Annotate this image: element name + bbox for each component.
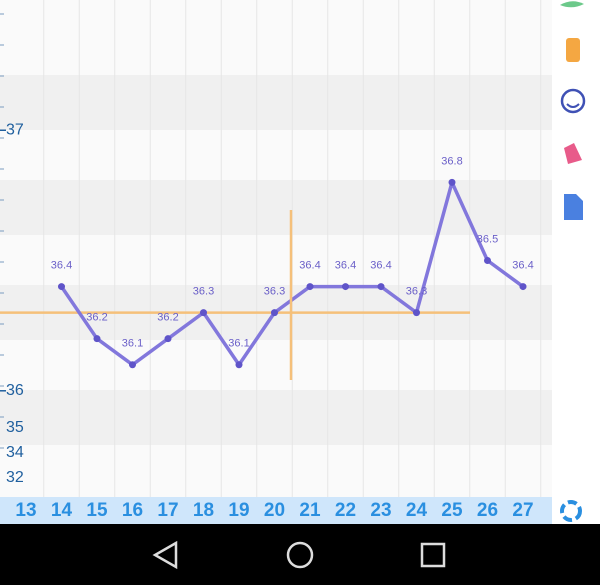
vertical-grid <box>43 0 542 497</box>
data-label: 36.3 <box>193 286 214 298</box>
x-tick-label: 13 <box>15 500 36 521</box>
x-tick-label: 16 <box>122 500 143 521</box>
data-point <box>413 309 420 317</box>
x-tick-label: 23 <box>370 500 391 521</box>
data-label: 36.5 <box>477 233 498 245</box>
data-label: 36.4 <box>512 259 533 271</box>
x-tick-label: 14 <box>51 500 73 521</box>
data-label: 36.8 <box>441 155 462 167</box>
band <box>0 390 552 445</box>
data-label: 36.2 <box>86 312 107 324</box>
bottle-icon <box>566 38 580 62</box>
x-tick-label: 24 <box>406 500 428 521</box>
data-point <box>484 257 491 265</box>
x-tick-label: 17 <box>157 500 178 521</box>
side-icons <box>560 1 586 522</box>
data-label: 36.1 <box>122 338 143 350</box>
bell-icon <box>564 143 582 164</box>
data-point <box>164 335 172 343</box>
x-tick-label: 18 <box>193 500 214 521</box>
x-tick-label: 25 <box>441 500 463 521</box>
home-button[interactable] <box>286 541 314 569</box>
data-point <box>306 283 314 291</box>
x-axis-strip <box>0 497 552 524</box>
data-point <box>58 283 65 291</box>
y-tick-label: 37 <box>6 121 24 138</box>
data-point <box>448 178 456 186</box>
y-tick-label: 35 <box>6 419 24 436</box>
x-tick-label: 27 <box>512 500 533 521</box>
data-label: 36.4 <box>51 259 72 271</box>
data-point <box>200 309 207 317</box>
data-point <box>377 283 385 291</box>
data-point <box>271 309 278 317</box>
sync-icon[interactable] <box>560 500 582 522</box>
doc-icon <box>564 194 583 220</box>
x-tick-label: 15 <box>86 500 108 521</box>
data-point <box>129 361 136 369</box>
leaf-icon <box>560 1 584 8</box>
data-label: 36.3 <box>406 286 427 298</box>
band <box>0 75 552 130</box>
chart: 36 37 35 34 32 13 14 15 16 17 18 19 20 21 22 23 24 25 26 27… <box>0 13 534 521</box>
x-tick-label: 22 <box>335 500 356 521</box>
data-point <box>519 283 527 291</box>
y-tick-label: 36 <box>6 382 24 399</box>
data-label: 36.4 <box>299 259 320 271</box>
data-point <box>235 361 243 369</box>
bands <box>0 75 552 445</box>
face-icon <box>560 88 586 114</box>
y-tick-label: 32 <box>6 469 24 486</box>
y-tick-label: 34 <box>6 444 24 461</box>
data-label: 36.2 <box>157 312 178 324</box>
x-tick-label: 20 <box>264 500 285 521</box>
data-label: 36.3 <box>264 286 285 298</box>
band <box>0 180 552 235</box>
data-label: 36.4 <box>370 259 391 271</box>
face-smile <box>566 103 580 108</box>
data-point <box>93 335 101 343</box>
back-button[interactable] <box>152 540 178 570</box>
x-tick-label: 26 <box>477 500 498 521</box>
nav-bar <box>0 524 600 585</box>
x-tick-label: 19 <box>228 500 249 521</box>
data-point <box>342 283 349 291</box>
data-label: 36.4 <box>335 259 356 271</box>
recents-button[interactable] <box>420 542 446 568</box>
data-label: 36.1 <box>228 338 249 350</box>
x-tick-label: 21 <box>299 500 321 521</box>
